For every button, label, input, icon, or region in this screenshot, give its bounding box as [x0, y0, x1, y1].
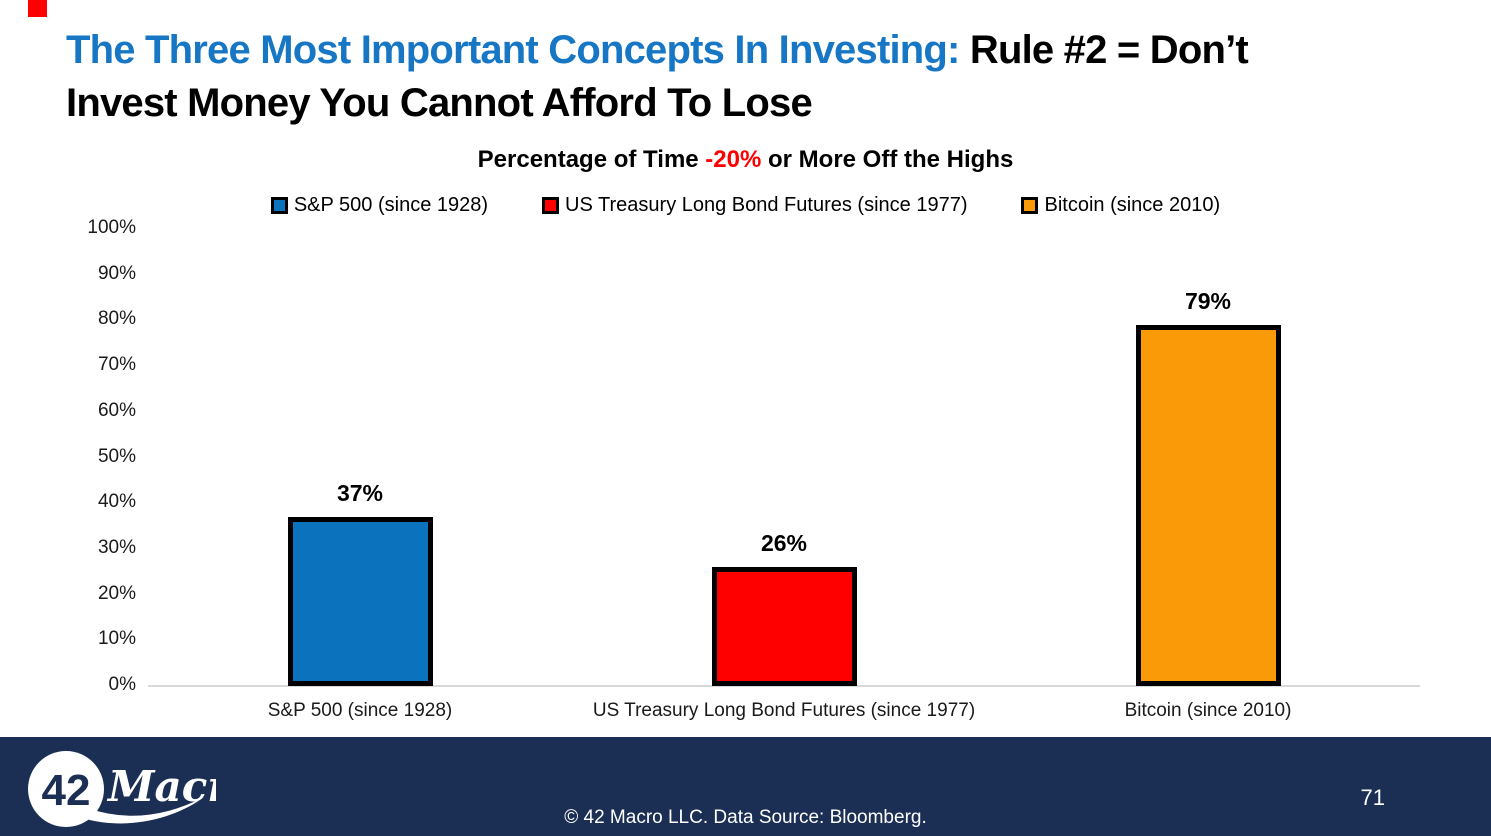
svg-text:Macro: Macro — [106, 762, 216, 811]
bar-value-label: 26% — [760, 530, 808, 556]
svg-text:42: 42 — [42, 766, 91, 815]
bar-0 — [288, 517, 433, 686]
chart-title: Percentage of Time -20% or More Off the … — [0, 146, 1491, 174]
legend-item-1: US Treasury Long Bond Futures (since 197… — [542, 194, 967, 217]
x-axis-category-label: S&P 500 (since 1928) — [267, 700, 453, 721]
x-axis-line — [148, 685, 1420, 687]
legend-item-2: Bitcoin (since 2010) — [1021, 194, 1220, 217]
legend-label: Bitcoin (since 2010) — [1044, 194, 1221, 216]
y-axis-tick-label: 50% — [97, 446, 136, 467]
bar-2 — [1136, 325, 1281, 686]
chart-legend: S&P 500 (since 1928) US Treasury Long Bon… — [0, 194, 1491, 217]
y-axis-tick-label: 70% — [97, 354, 136, 375]
y-axis: 100% 90% 80% 70% 60% 50% 40% 30% 20% 10% 0% — [58, 217, 136, 695]
legend-label: US Treasury Long Bond Futures (since 197… — [565, 194, 968, 216]
footer-copyright: © 42 Macro LLC. Data Source: Bloomberg. — [564, 807, 927, 828]
slide-title-blue-text: The Three Most Important Concepts In Inv… — [66, 28, 960, 72]
y-axis-tick-label: 40% — [97, 491, 136, 512]
legend-marker-icon — [270, 197, 288, 214]
bar-1 — [712, 567, 857, 686]
42-macro-logo-icon: 42 Macro — [28, 751, 216, 827]
corner-accent-square — [28, 0, 47, 17]
y-axis-tick-label: 0% — [108, 674, 136, 695]
y-axis-tick-label: 10% — [97, 628, 136, 649]
slide-title: The Three Most Important Concepts In Inv… — [66, 24, 1466, 130]
legend-marker-icon — [542, 197, 560, 214]
y-axis-tick-label: 20% — [97, 583, 136, 604]
y-axis-tick-label: 90% — [97, 263, 136, 284]
y-axis-tick-label: 60% — [97, 400, 136, 421]
y-axis-tick-label: 80% — [97, 308, 136, 329]
slide-title-black-text-1: Rule #2 = Don’t — [959, 28, 1249, 72]
chart-title-highlight: -20% — [705, 146, 762, 173]
page-number: 71 — [1360, 785, 1385, 810]
x-axis-category-label: US Treasury Long Bond Futures (since 197… — [592, 700, 976, 721]
y-axis-tick-label: 30% — [97, 537, 136, 558]
x-axis-category-label: Bitcoin (since 2010) — [1124, 700, 1292, 721]
chart-title-post: or More Off the Highs — [761, 146, 1014, 173]
slide-title-line1: The Three Most Important Concepts In Inv… — [66, 24, 1466, 77]
bar-value-label: 79% — [1184, 288, 1232, 314]
footer-band: 42 Macro © 42 Macro LLC. Data Source: Bl… — [0, 737, 1491, 836]
plot-area: 37% 26% 79% — [148, 229, 1420, 687]
y-axis-tick-label: 100% — [87, 217, 136, 238]
legend-marker-icon — [1021, 197, 1039, 214]
chart-title-pre: Percentage of Time — [477, 146, 706, 173]
bar-value-label: 37% — [336, 480, 384, 506]
x-axis-labels: S&P 500 (since 1928) US Treasury Long Bon… — [148, 700, 1420, 726]
slide-title-black-text-2: Invest Money You Cannot Afford To Lose — [66, 81, 813, 125]
legend-label: S&P 500 (since 1928) — [293, 194, 489, 216]
legend-item-0: S&P 500 (since 1928) — [270, 194, 489, 217]
